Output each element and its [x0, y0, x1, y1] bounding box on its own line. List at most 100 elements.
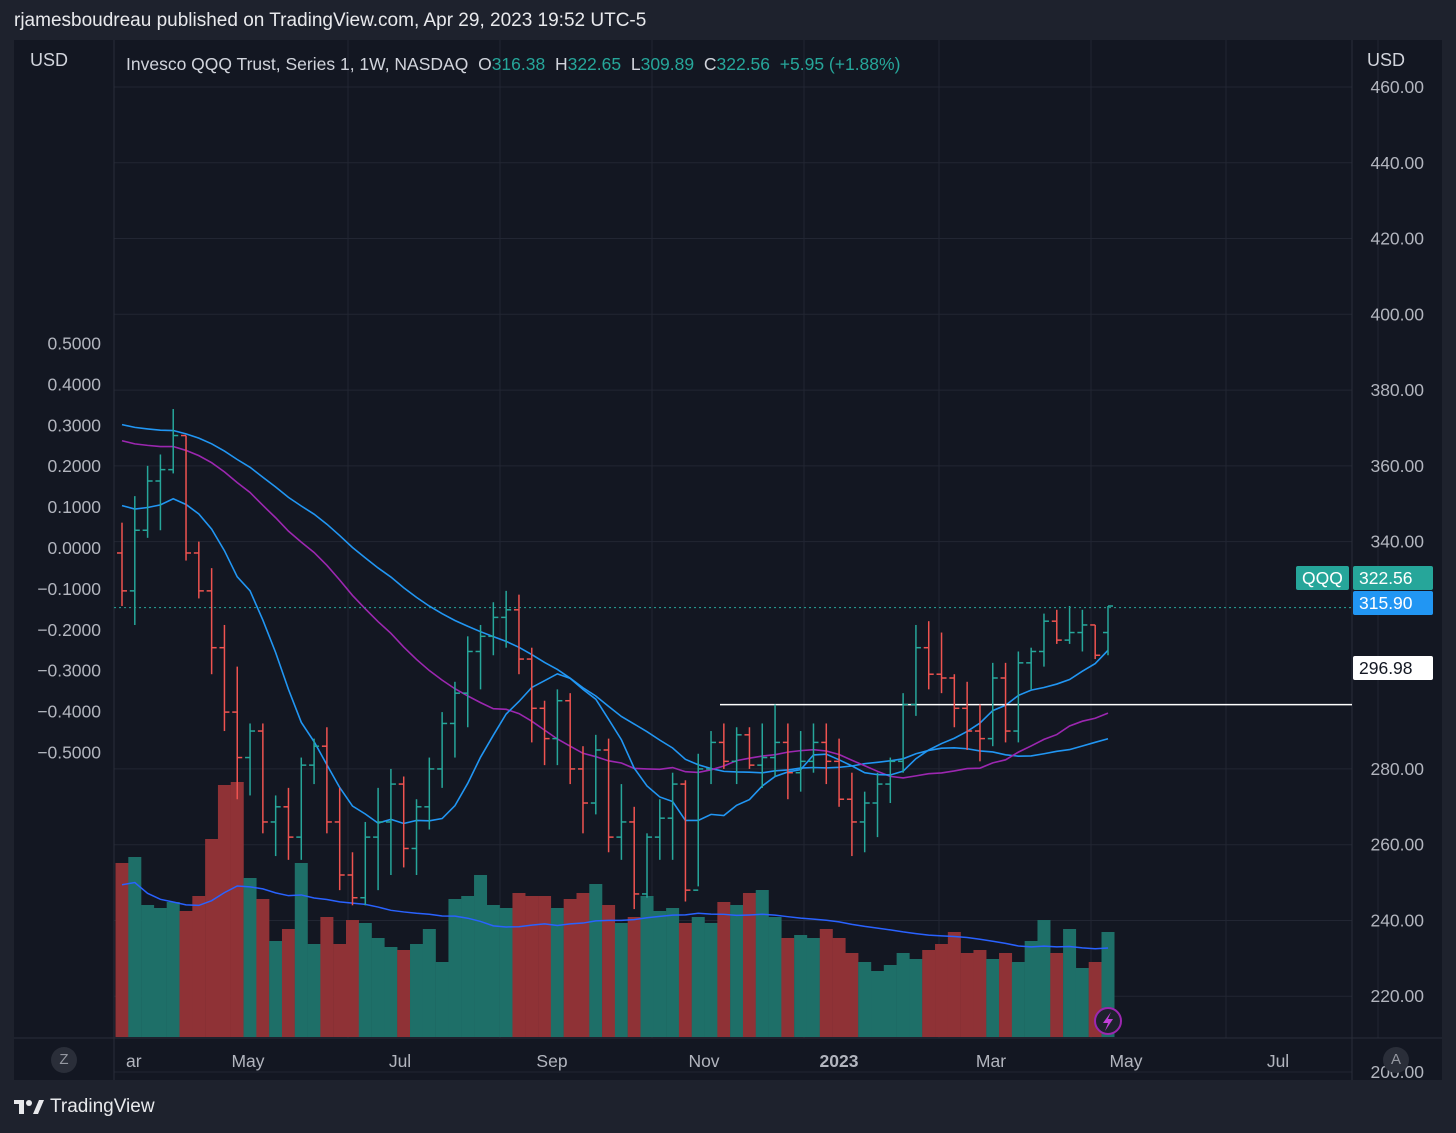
left-axis-tick: 0.5000 [47, 334, 101, 354]
volume-bar [397, 950, 411, 1037]
volume-bar [461, 896, 475, 1037]
volume-bar [653, 911, 667, 1037]
left-axis-tick: −0.3000 [37, 661, 101, 681]
volume-bar [845, 953, 859, 1037]
volume-bar [640, 896, 654, 1037]
volume-bar [755, 890, 769, 1037]
volume-bar [141, 905, 155, 1037]
legend-open-label: O [478, 54, 492, 74]
chart-panel[interactable]: 460.00 440.00 420.00 400.00 380.00 360.00 340.… [14, 40, 1442, 1080]
volume-bar [281, 929, 295, 1037]
volume-bar [1011, 962, 1025, 1037]
left-axis-tick: 0.2000 [47, 456, 101, 476]
left-axis-tick: 0.3000 [47, 415, 101, 435]
volume-bar [422, 929, 436, 1037]
right-axis-currency: USD [1367, 50, 1406, 70]
x-axis-tick: 2023 [820, 1051, 859, 1071]
volume-bar [371, 938, 385, 1037]
volume-bar [960, 953, 974, 1037]
tradingview-logo-icon [14, 1100, 44, 1114]
left-axis-tick: 0.0000 [47, 538, 101, 558]
volume-bar [871, 971, 885, 1037]
x-axis-tick: Mar [976, 1051, 1006, 1071]
volume-bar [333, 944, 347, 1037]
volume-bar [230, 782, 244, 1037]
x-axis-tick: May [1109, 1051, 1142, 1071]
volume-bar [717, 902, 731, 1037]
volume-bar [730, 905, 744, 1037]
chart-legend: Invesco QQQ Trust, Series 1, 1W, NASDAQ … [126, 54, 900, 75]
right-axis-tick: 380.00 [1370, 380, 1424, 400]
volume-bar [1024, 941, 1038, 1037]
volume-bar [128, 857, 142, 1037]
legend-close-label: C [703, 54, 717, 74]
volume-bar [602, 905, 616, 1037]
volume-bar [384, 947, 398, 1037]
x-axis-tick: Jul [1267, 1051, 1289, 1071]
volume-bar [166, 902, 180, 1037]
volume-bar [474, 875, 488, 1037]
right-axis-tick: 260.00 [1370, 835, 1424, 855]
right-axis-tick: 240.00 [1370, 910, 1424, 930]
ma-price-tag: 315.90 [1353, 591, 1433, 615]
volume-bar [1050, 953, 1064, 1037]
volume-bar [358, 923, 372, 1037]
ma-30-line [121, 439, 1109, 779]
volume-bar [614, 923, 628, 1037]
volume-bar [742, 893, 756, 1037]
legend-low-label: L [630, 54, 641, 74]
auto-scale-button[interactable]: A [1383, 1047, 1409, 1073]
volume-bar [858, 962, 872, 1037]
volume-bar [666, 908, 680, 1037]
volume-bar [269, 941, 283, 1037]
volume-bar [576, 893, 590, 1037]
x-axis-tick: May [231, 1051, 264, 1071]
right-axis-tick: 440.00 [1370, 153, 1424, 173]
volume-bar [986, 959, 1000, 1037]
volume-bar [678, 923, 692, 1037]
volume-bar [832, 938, 846, 1037]
volume-bar [589, 884, 603, 1037]
volume-bar [922, 950, 936, 1037]
volume-bar [947, 932, 961, 1037]
publish-caption: rjamesboudreau published on TradingView.… [14, 10, 647, 31]
volume-bar [1075, 968, 1089, 1037]
volume-bar [909, 959, 923, 1037]
left-axis-tick: −0.2000 [37, 620, 101, 640]
bolt-icon [1103, 1012, 1113, 1031]
volume-bar [1063, 929, 1077, 1037]
volume-bar [217, 785, 231, 1037]
ma-40-line [121, 423, 1109, 774]
volume-bar [192, 896, 206, 1037]
symbol-tag: QQQ [1296, 566, 1349, 590]
right-axis-tick: 420.00 [1370, 229, 1424, 249]
volume-bar [525, 896, 539, 1037]
legend-high-label: H [554, 54, 568, 74]
volume-bar [294, 863, 308, 1037]
volume-bar [691, 917, 705, 1037]
zoom-button[interactable]: Z [51, 1047, 77, 1073]
right-axis-tick: 280.00 [1370, 759, 1424, 779]
left-axis-tick: 0.4000 [47, 374, 101, 394]
legend-low-value: 309.89 [640, 54, 695, 74]
ma-10-line [121, 497, 1109, 825]
left-axis-currency: USD [30, 50, 69, 70]
volume-bar [179, 911, 193, 1037]
tradingview-brand: TradingView [14, 1096, 155, 1118]
volume-bar [205, 839, 219, 1037]
volume-bar [153, 908, 167, 1037]
right-axis-tick: 340.00 [1370, 532, 1424, 552]
legend-symbol: Invesco QQQ Trust, Series 1, 1W, NASDAQ [126, 54, 469, 74]
volume-bar [999, 953, 1013, 1037]
volume-bar [550, 908, 564, 1037]
volume-bar [243, 878, 257, 1037]
right-axis-tick: 400.00 [1370, 304, 1424, 324]
volume-bar [307, 944, 321, 1037]
brand-name: TradingView [50, 1096, 155, 1117]
volume-bar [115, 863, 129, 1037]
left-axis-tick: 0.1000 [47, 497, 101, 517]
volume-bar [563, 899, 577, 1037]
price-chart[interactable]: 460.00 440.00 420.00 400.00 380.00 360.00 340.… [14, 40, 1442, 1080]
volume-bar [627, 917, 641, 1037]
right-axis-tick: 360.00 [1370, 456, 1424, 476]
